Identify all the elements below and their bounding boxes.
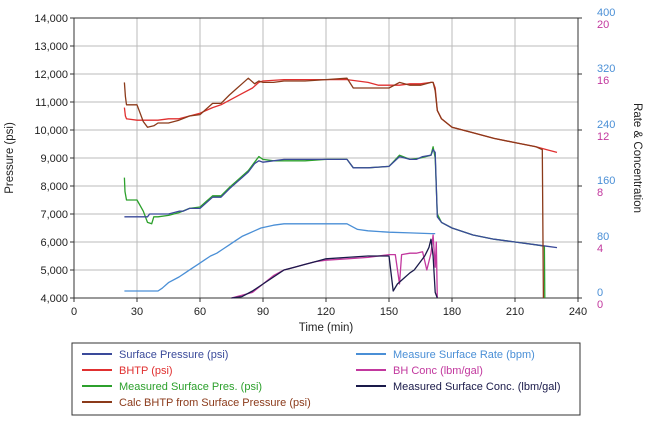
y-left-tick-label: 14,000	[34, 13, 68, 25]
legend-label-0: Surface Pressure (psi)	[119, 349, 228, 361]
y-right-conc-tick-label: 4	[597, 243, 603, 255]
y-left-tick-label: 8,000	[40, 181, 68, 193]
y-left-tick-label: 13,000	[34, 41, 68, 53]
x-axis-label: Time (min)	[299, 322, 354, 334]
y-right-conc-tick-label: 0	[597, 299, 603, 311]
y-left-tick-label: 7,000	[40, 209, 68, 221]
y-right-rate-tick-label: 320	[597, 63, 615, 75]
y-right-conc-tick-label: 12	[597, 131, 609, 143]
y-left-tick-label: 9,000	[40, 153, 68, 165]
x-tick-label: 210	[506, 306, 524, 318]
y-right-rate-tick-label: 400	[597, 7, 615, 19]
legend-label-3: Calc BHTP from Surface Pressure (psi)	[119, 397, 311, 409]
y-left-tick-label: 5,000	[40, 265, 68, 277]
y-right-rate-tick-label: 0	[597, 287, 603, 299]
y-right-rate-tick-label: 160	[597, 175, 615, 187]
y-right-conc-tick-label: 16	[597, 75, 609, 87]
y-left-tick-label: 11,000	[35, 97, 68, 109]
x-tick-label: 30	[131, 306, 143, 318]
legend	[71, 342, 581, 416]
x-tick-label: 120	[317, 306, 335, 318]
series-line-5	[231, 234, 438, 299]
y-right-rate-tick-label: 80	[597, 231, 609, 243]
y-right-conc-tick-label: 8	[597, 187, 603, 199]
x-tick-label: 240	[569, 306, 587, 318]
legend-entries: Surface Pressure (psi) BHTP (psi) Measured…	[82, 349, 561, 409]
series-lines	[123, 77, 558, 299]
legend-label-1: BHTP (psi)	[119, 365, 173, 377]
y-left-tick-label: 12,000	[34, 69, 68, 81]
y-left-tick-label: 10,000	[34, 125, 68, 137]
series-line-4	[124, 223, 436, 292]
legend-label-6: Measured Surface Conc. (lbm/gal)	[393, 381, 561, 393]
series-line-6	[231, 238, 438, 299]
x-tick-label: 60	[194, 306, 206, 318]
series-line-0	[124, 148, 558, 249]
x-tick-label: 180	[443, 306, 461, 318]
grid	[73, 17, 579, 299]
legend-label-2: Measured Surface Pres. (psi)	[119, 381, 262, 393]
y-axis-label-right: Rate & Concentration	[631, 103, 643, 213]
y-left-tick-label: 6,000	[40, 237, 68, 249]
x-tick-label: 150	[380, 306, 398, 318]
series-line-2	[123, 146, 546, 299]
axes: 0 30 60 90 120 150 180 210 2404,0005,0006,0007,0…	[34, 7, 615, 318]
y-right-rate-tick-label: 240	[597, 119, 615, 131]
y-axis-label-left: Pressure (psi)	[4, 122, 16, 194]
y-right-conc-tick-label: 20	[597, 19, 609, 31]
x-tick-label: 90	[257, 306, 269, 318]
y-left-tick-label: 4,000	[40, 293, 68, 305]
x-tick-label: 0	[71, 306, 77, 318]
legend-label-5: BH Conc (lbm/gal)	[393, 365, 483, 377]
legend-label-4: Measure Surface Rate (bpm)	[393, 349, 535, 361]
series-line-3	[123, 77, 545, 299]
